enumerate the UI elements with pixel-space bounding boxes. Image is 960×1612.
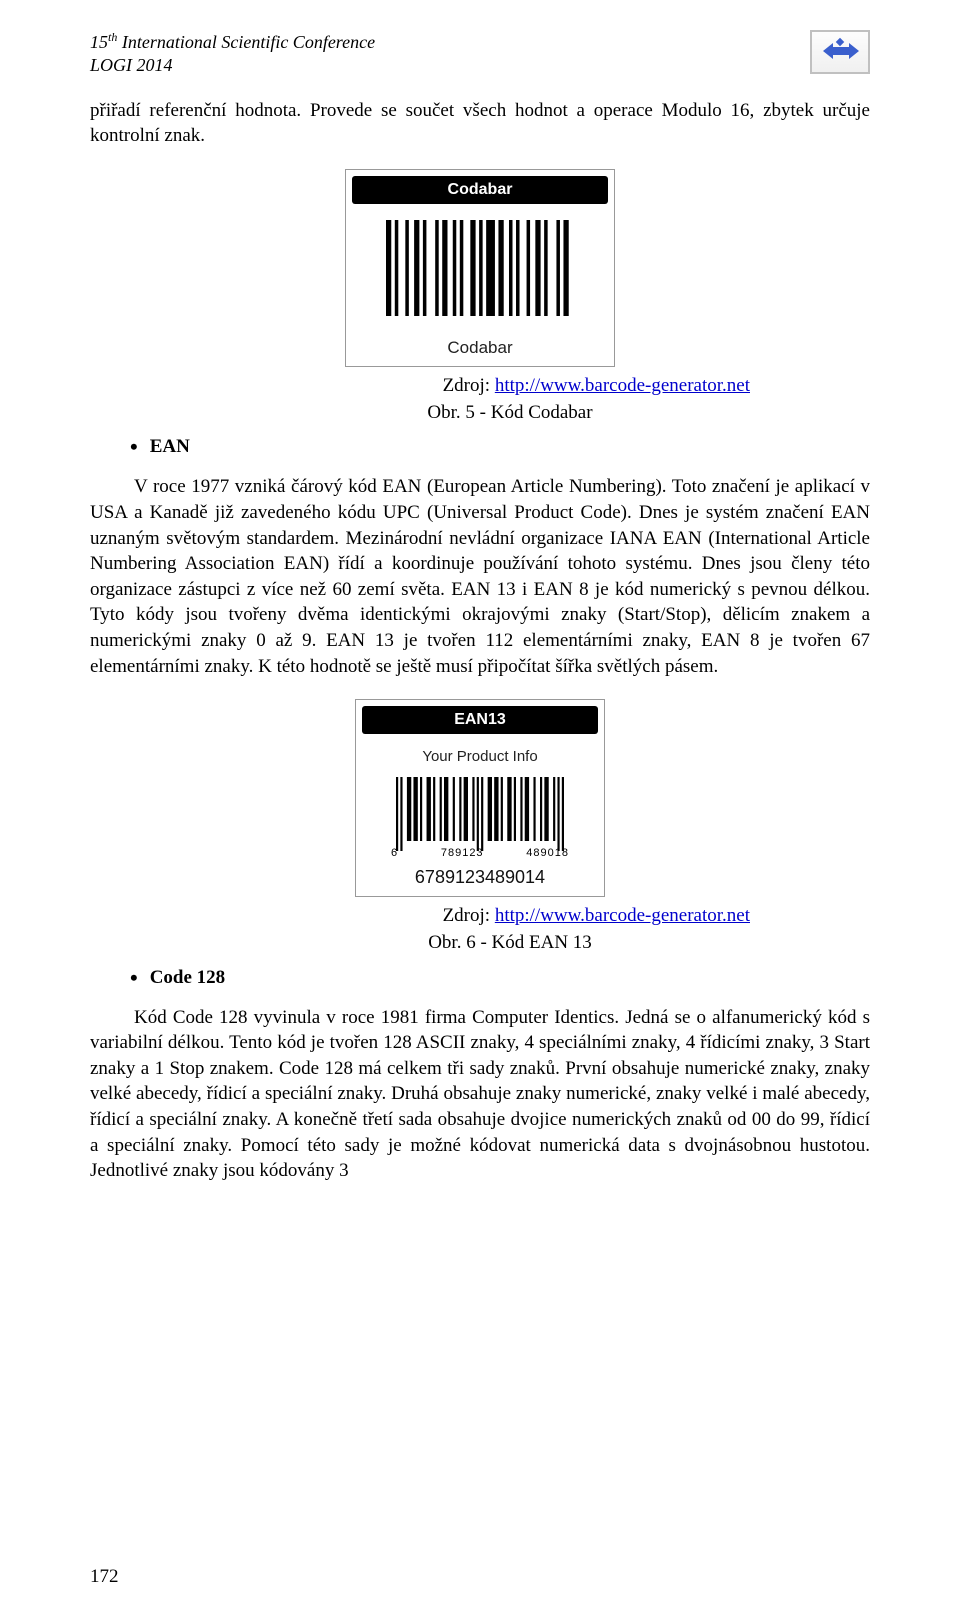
codabar-barcode bbox=[380, 218, 580, 328]
code128-label: Code 128 bbox=[150, 967, 225, 989]
ean13-card: EAN13 Your Product Info 6 789123 489018 … bbox=[355, 699, 605, 897]
header-text: 15th International Scientific Conference… bbox=[90, 30, 375, 78]
ean-paragraph: V roce 1977 vzniká čárový kód EAN (Europ… bbox=[90, 474, 870, 679]
ean-label: EAN bbox=[150, 436, 190, 458]
codabar-title: Codabar bbox=[352, 176, 608, 204]
figure2-source-label: Zdroj: bbox=[443, 905, 495, 926]
codabar-sublabel: Codabar bbox=[447, 338, 512, 358]
ean13-barcode bbox=[390, 775, 570, 853]
figure1-source-label: Zdroj: bbox=[443, 375, 495, 396]
codabar-card: Codabar Codabar bbox=[345, 169, 615, 367]
header-line1-prefix: 15 bbox=[90, 32, 108, 52]
bullet-icon: • bbox=[130, 967, 138, 989]
ean13-left-digits: 789123 bbox=[441, 847, 484, 859]
figure1-source-link[interactable]: http://www.barcode-generator.net bbox=[495, 375, 750, 396]
code128-paragraph: Kód Code 128 vyvinula v roce 1981 firma … bbox=[90, 1005, 870, 1184]
bullet-icon: • bbox=[130, 436, 138, 458]
figure1-caption-block: Zdroj: http://www.barcode-generator.net … bbox=[90, 373, 870, 426]
header-line2: LOGI 2014 bbox=[90, 55, 173, 75]
figure2-caption: Obr. 6 - Kód EAN 13 bbox=[90, 930, 870, 957]
figure2-caption-block: Zdroj: http://www.barcode-generator.net … bbox=[90, 903, 870, 956]
page-number: 172 bbox=[90, 1566, 119, 1588]
figure1-caption: Obr. 5 - Kód Codabar bbox=[90, 400, 870, 427]
ean13-small-digits: 6 789123 489018 bbox=[385, 847, 575, 859]
ean13-lead-digit: 6 bbox=[391, 847, 398, 859]
ean13-title: EAN13 bbox=[362, 706, 598, 734]
header-line1-super: th bbox=[108, 30, 117, 44]
figure-ean13: EAN13 Your Product Info 6 789123 489018 … bbox=[90, 699, 870, 956]
figure-codabar: Codabar Codabar Zdroj: http://www.barcod… bbox=[90, 169, 870, 426]
header-line1-rest: International Scientific Conference bbox=[117, 32, 375, 52]
ean13-right-digits: 489018 bbox=[526, 847, 569, 859]
intro-paragraph: přiřadí referenční hodnota. Provede se s… bbox=[90, 98, 870, 149]
ean13-product-info: Your Product Info bbox=[422, 748, 537, 765]
ean-heading: • EAN bbox=[130, 436, 870, 458]
figure2-source-link[interactable]: http://www.barcode-generator.net bbox=[495, 905, 750, 926]
logo-icon bbox=[810, 30, 870, 74]
ean13-main-digits: 6789123489014 bbox=[415, 867, 545, 888]
code128-heading: • Code 128 bbox=[130, 967, 870, 989]
page-header: 15th International Scientific Conference… bbox=[90, 30, 870, 78]
